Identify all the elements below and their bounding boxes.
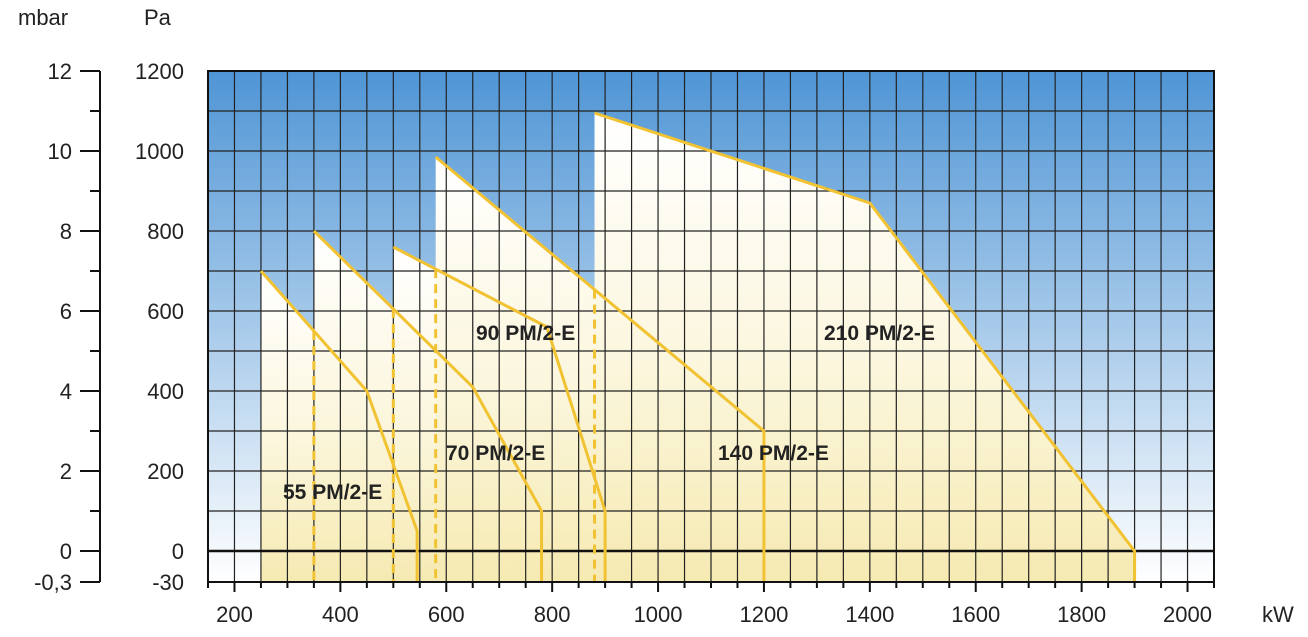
pa-tick-label: 200 <box>147 459 184 484</box>
tick-labels: -0,3 0 2 4 6 8 10 12 -30 0 200 400 600 800 1000 1200 200… <box>34 59 1212 627</box>
mbar-tick-label: 4 <box>60 379 72 404</box>
series-label-90: 90 PM/2-E <box>476 322 575 345</box>
pa-tick-label: 0 <box>172 539 184 564</box>
x-tick-label: 1200 <box>739 602 788 627</box>
mbar-axis-unit: mbar <box>18 5 68 30</box>
working-field-fill-210 <box>594 113 1135 582</box>
x-tick-label: 1000 <box>634 602 683 627</box>
working-field-curve-210 <box>594 111 1137 582</box>
mbar-tick-label: 2 <box>60 459 72 484</box>
pa-tick-label: 1200 <box>135 59 184 84</box>
pa-tick-label: 600 <box>147 299 184 324</box>
mbar-tick-label: 6 <box>60 299 72 324</box>
x-tick-label: 600 <box>428 602 465 627</box>
x-tick-label: 1600 <box>951 602 1000 627</box>
mbar-tick-label: 12 <box>48 59 72 84</box>
x-tick-label: 1400 <box>845 602 894 627</box>
working-field-curve-90 <box>392 245 607 582</box>
x-tick-label: 1800 <box>1057 602 1106 627</box>
series-label-70: 70 PM/2-E <box>446 442 545 465</box>
series-label-140: 140 PM/2-E <box>718 442 829 465</box>
pa-tick-label: -30 <box>152 570 184 595</box>
mbar-tick-label: 8 <box>60 219 72 244</box>
minimum-output-markers <box>312 269 597 582</box>
mbar-tick-label: 10 <box>48 139 72 164</box>
x-tick-label: 800 <box>534 602 571 627</box>
x-tick-label: 200 <box>216 602 253 627</box>
series-label-55: 55 PM/2-E <box>283 481 382 504</box>
x-axis-unit: kW <box>1262 602 1294 627</box>
x-tick-label: 2000 <box>1163 602 1212 627</box>
pa-axis-unit: Pa <box>144 5 172 30</box>
x-tick-label: 400 <box>322 602 359 627</box>
pa-tick-label: 800 <box>147 219 184 244</box>
series-label-210: 210 PM/2-E <box>824 322 935 345</box>
mbar-tick-label: -0,3 <box>34 570 72 595</box>
axes <box>80 70 1215 592</box>
working-field-curve-140 <box>434 155 766 582</box>
pa-tick-label: 400 <box>147 379 184 404</box>
pa-tick-label: 1000 <box>135 139 184 164</box>
grid <box>207 70 1215 582</box>
mbar-tick-label: 0 <box>60 539 72 564</box>
